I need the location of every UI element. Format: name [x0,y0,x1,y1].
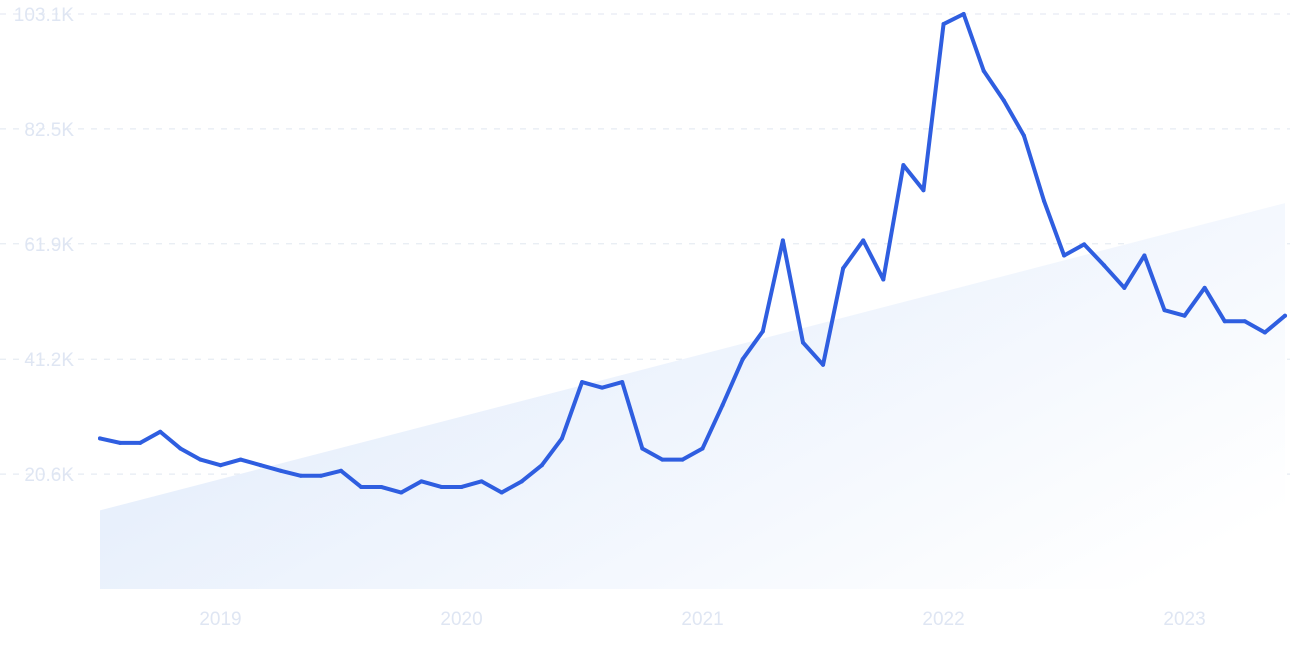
data-point [841,266,846,271]
data-point [1001,98,1006,103]
series-group [98,12,1287,495]
data-point [1062,253,1067,258]
data-point [1222,319,1227,324]
y-tick-label: 82.5K [24,120,74,141]
data-point [660,457,665,462]
data-point [1182,313,1187,318]
data-point [559,436,564,441]
data-point [580,380,585,385]
x-tick-label: 2023 [1163,609,1205,630]
data-point [439,484,444,489]
data-point [178,446,183,451]
data-point [1262,330,1267,335]
data-point [1122,285,1127,290]
x-tick-label: 2022 [922,609,964,630]
data-point [339,468,344,473]
data-point [1142,253,1147,258]
data-point [700,446,705,451]
data-point [800,340,805,345]
x-axis: 2019 2020 2021 2022 2023 [199,609,1205,630]
data-point [760,329,765,334]
data-point [821,362,826,367]
data-point [479,479,484,484]
data-point [198,457,203,462]
data-point [519,479,524,484]
data-point [98,436,102,441]
trend-area-fill [100,203,1285,589]
data-point [359,484,364,489]
data-point [298,473,303,478]
y-tick-label: 41.2K [24,350,74,371]
data-point [961,12,966,16]
data-point [1242,319,1247,324]
data-point [278,468,283,473]
data-point [620,380,625,385]
data-point [539,463,544,468]
data-point [258,463,263,468]
data-point [600,385,605,390]
data-point [118,440,123,445]
data-point [881,277,886,282]
y-tick-label: 20.6K [24,465,74,486]
data-point [1162,308,1167,313]
data-point [379,484,384,489]
data-point [218,463,223,468]
data-point [459,484,464,489]
data-point [1102,263,1107,268]
data-point [640,446,645,451]
x-tick-label: 2019 [199,609,241,630]
data-point [981,68,986,73]
data-point [1021,133,1026,138]
data-point [499,490,504,495]
x-tick-label: 2021 [681,609,723,630]
y-tick-label: 61.9K [24,235,74,256]
data-point [921,188,926,193]
data-point [138,440,143,445]
data-point [720,402,725,407]
data-point [158,429,163,434]
data-point [941,22,946,27]
data-point [399,490,404,495]
data-point [419,479,424,484]
x-tick-label: 2020 [440,609,482,630]
data-point [901,163,906,168]
data-point [238,457,243,462]
trend-area [100,203,1285,589]
data-point [780,238,785,243]
data-point [1041,198,1046,203]
series-line [98,12,1287,495]
data-point [1283,313,1287,318]
data-point [318,473,323,478]
y-axis: 103.1K 82.5K 61.9K 41.2K 20.6K [14,5,75,486]
data-point [1202,285,1207,290]
y-tick-label: 103.1K [14,5,75,26]
data-point [1082,242,1087,247]
data-point [740,357,745,362]
data-point [680,457,685,462]
data-point [861,238,866,243]
